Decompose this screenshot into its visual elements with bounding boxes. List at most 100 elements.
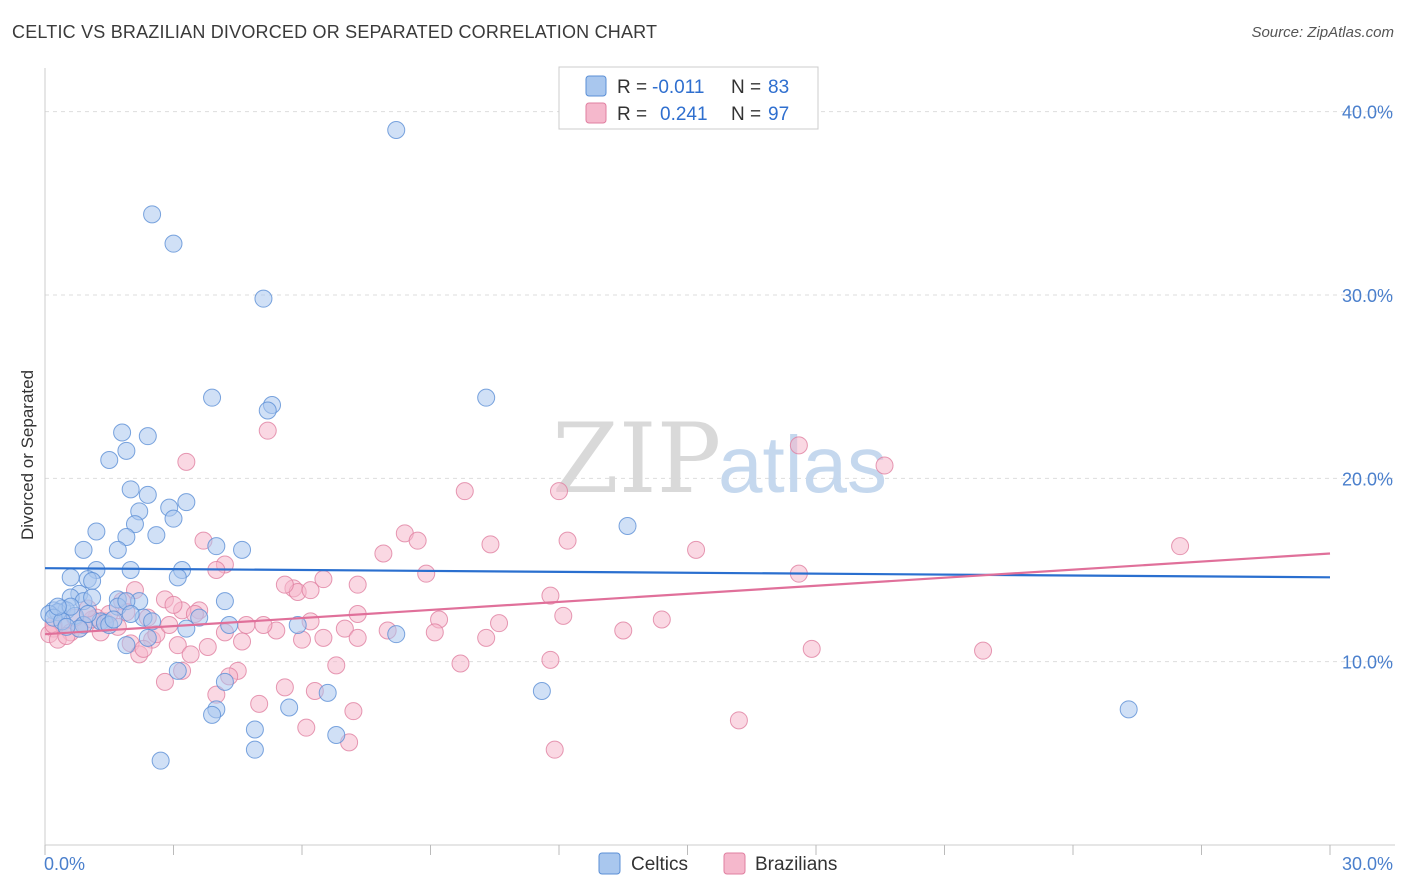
- watermark-zip: ZIP: [552, 403, 721, 515]
- source-label: Source: ZipAtlas.com: [1251, 24, 1394, 41]
- watermark: ZIP atlas: [552, 403, 887, 515]
- brazilians-point: [168, 636, 187, 655]
- celtics-point: [104, 610, 123, 629]
- celtics-point: [280, 698, 299, 717]
- stats-r-value-celtics: -0.011: [652, 77, 704, 98]
- brazilians-point: [348, 628, 367, 647]
- celtics-point: [87, 522, 106, 541]
- y-tick-label: 20.0%: [1342, 469, 1393, 489]
- celtics-point: [327, 726, 346, 744]
- celtics-point: [387, 121, 406, 139]
- y-tick-label: 40.0%: [1342, 103, 1393, 123]
- celtics-point: [121, 605, 140, 623]
- celtics-trend-line: [44, 567, 1331, 579]
- brazilians-point: [314, 628, 333, 647]
- celtics-point: [100, 451, 119, 469]
- celtics-point: [177, 493, 196, 512]
- brazilians-point: [275, 678, 294, 697]
- brazilians-point: [181, 645, 200, 664]
- celtics-point: [57, 617, 76, 636]
- brazilians-point: [687, 540, 706, 559]
- celtics-point: [83, 572, 102, 590]
- brazilians-point: [301, 581, 320, 600]
- stats-n-value-celtics: 83: [768, 77, 789, 98]
- celtics-point: [190, 608, 209, 627]
- brazilians-point: [425, 623, 444, 642]
- celtics-point: [207, 537, 226, 556]
- brazilians-point: [344, 702, 363, 721]
- stats-legend-swatch-brazilians: [585, 102, 607, 124]
- stats-n-value-brazilians: 97: [768, 104, 789, 125]
- celtics-point: [618, 517, 637, 535]
- brazilians-point: [297, 718, 316, 737]
- celtics-point: [215, 672, 234, 691]
- brazilians-point: [455, 482, 474, 501]
- celtics-point: [143, 205, 162, 224]
- celtics-point: [125, 515, 144, 534]
- y-axis-title: Divorced or Separated: [18, 370, 37, 540]
- celtics-point: [143, 612, 162, 631]
- celtics-point: [117, 636, 136, 655]
- brazilians-point: [802, 639, 821, 658]
- brazilians-point: [490, 614, 509, 633]
- legend-label-brazilians: Brazilians: [755, 854, 837, 875]
- x-tick-labels: 0.0% 30.0%: [44, 854, 1393, 874]
- brazilians-point: [541, 650, 560, 669]
- celtics-point: [220, 616, 239, 634]
- brazilians-point: [614, 621, 633, 640]
- trend-lines: [44, 552, 1331, 636]
- brazilians-point: [554, 606, 573, 625]
- celtics-point: [61, 568, 80, 587]
- y-tick-labels: 10.0% 20.0% 30.0% 40.0%: [1342, 103, 1393, 673]
- legend-swatch-celtics: [598, 852, 621, 875]
- celtics-point: [138, 485, 157, 504]
- brazilians-point: [250, 694, 269, 713]
- stats-r-label-brazilians: R =: [617, 104, 647, 125]
- brazilians-point: [275, 575, 294, 594]
- brazilians-point: [155, 672, 174, 691]
- celtics-point: [108, 540, 127, 559]
- celtics-point: [477, 388, 496, 407]
- celtics-point: [245, 740, 264, 759]
- celtics-point: [203, 388, 222, 407]
- celtics-point: [318, 683, 337, 702]
- celtics-point: [121, 480, 140, 499]
- celtics-point: [168, 661, 187, 680]
- celtics-point: [387, 625, 406, 644]
- celtics-point: [288, 616, 307, 634]
- celtics-point: [138, 628, 157, 647]
- celtics-point: [147, 526, 166, 545]
- celtics-point: [1119, 700, 1138, 719]
- celtics-point: [215, 592, 234, 611]
- brazilians-point: [477, 628, 496, 647]
- stats-legend-swatch-celtics: [585, 75, 607, 97]
- legend-swatch-brazilians: [723, 852, 746, 875]
- x-tick-label-start: 0.0%: [44, 854, 85, 874]
- celtics-point: [117, 528, 136, 546]
- celtics-point: [74, 540, 93, 559]
- celtics-point: [164, 509, 183, 528]
- celtics-point: [203, 705, 222, 724]
- celtics-point: [117, 441, 136, 460]
- y-tick-label: 10.0%: [1342, 653, 1393, 673]
- brazilians-point: [408, 531, 427, 550]
- celtics-point: [151, 751, 170, 770]
- brazilians-point: [558, 531, 577, 550]
- brazilians-trend-line: [44, 552, 1331, 636]
- celtics-point: [78, 605, 97, 623]
- watermark-atlas: atlas: [718, 420, 887, 509]
- celtics-point: [258, 401, 277, 420]
- brazilians-point: [545, 740, 564, 759]
- brazilians-point: [652, 610, 671, 629]
- brazilians-point: [481, 535, 500, 554]
- stats-legend: R = -0.011 N = 83 R = 0.241 N = 97: [558, 66, 819, 130]
- stats-r-value-brazilians: 0.241: [660, 104, 708, 125]
- celtics-point: [48, 597, 67, 616]
- celtics-point: [532, 682, 551, 700]
- brazilians-point: [789, 436, 808, 455]
- chart-title: CELTIC VS BRAZILIAN DIVORCED OR SEPARATE…: [12, 22, 658, 42]
- brazilians-point: [417, 564, 436, 583]
- brazilians-point: [374, 544, 393, 563]
- x-tick-label-end: 30.0%: [1342, 854, 1393, 874]
